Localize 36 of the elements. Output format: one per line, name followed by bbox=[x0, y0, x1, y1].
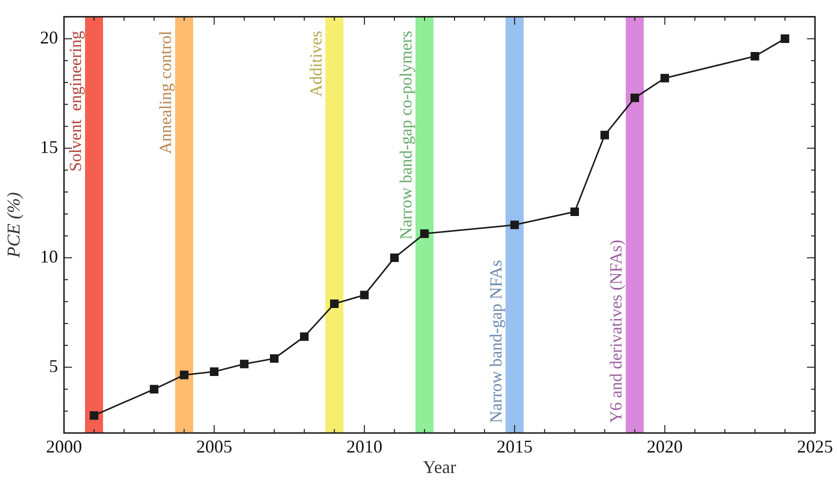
point bbox=[630, 94, 640, 102]
point bbox=[210, 367, 218, 376]
band-label: Narrow band-gap NFAs bbox=[486, 260, 506, 423]
band-label: Annealing control bbox=[156, 30, 176, 154]
point bbox=[390, 253, 399, 262]
point bbox=[510, 220, 519, 230]
band-label: Additives bbox=[306, 30, 326, 97]
x-tick-label: 2020 bbox=[646, 436, 683, 457]
point bbox=[180, 370, 188, 380]
point bbox=[750, 52, 760, 61]
y-tick-label: 10 bbox=[40, 246, 58, 266]
point bbox=[600, 130, 610, 140]
point bbox=[240, 360, 249, 368]
point bbox=[90, 411, 98, 420]
y-tick-label: 5 bbox=[49, 356, 58, 376]
point bbox=[330, 299, 339, 308]
point bbox=[270, 354, 279, 363]
x-tick-label: 2025 bbox=[797, 436, 833, 457]
point bbox=[660, 74, 670, 82]
band-label: Solvent engineering bbox=[66, 30, 86, 172]
point bbox=[420, 229, 429, 238]
y-tick-label: 20 bbox=[40, 27, 58, 48]
point bbox=[780, 34, 790, 43]
point bbox=[150, 384, 158, 394]
point bbox=[360, 290, 369, 300]
point bbox=[570, 207, 579, 216]
band-label: Y6 and derivatives (NFAs) bbox=[606, 240, 626, 423]
y-axis-title: PCE (%) bbox=[4, 192, 24, 259]
x-tick-label: 2010 bbox=[346, 436, 382, 457]
x-tick-label: 2005 bbox=[196, 436, 232, 457]
point bbox=[300, 332, 309, 341]
y-tick-label: 15 bbox=[40, 136, 58, 157]
x-axis-title: Year bbox=[422, 456, 456, 477]
x-tick-label: 2000 bbox=[46, 436, 82, 457]
x-tick-label: 2015 bbox=[496, 436, 533, 457]
band-label: Narrow band-gap co-polymers bbox=[396, 30, 416, 240]
